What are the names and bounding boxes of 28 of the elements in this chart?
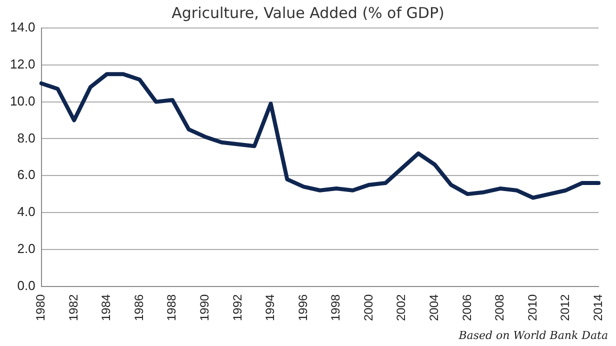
x-tick-label: 2004	[427, 294, 441, 322]
y-tick-label: 4.0	[17, 204, 36, 220]
x-tick-label: 2000	[361, 294, 376, 322]
y-tick-label: 12.0	[10, 56, 36, 72]
text: Based on World Bank Data	[458, 329, 608, 342]
x-tick-label: 1996	[296, 294, 310, 322]
x-tick-label: 2010	[525, 294, 540, 322]
x-tick-label: 1984	[99, 294, 114, 322]
y-tick-label: 8.0	[17, 130, 36, 146]
x-tick-label: 1980	[34, 294, 48, 322]
y-tick-label: 6.0	[17, 167, 36, 182]
x-tick-label: 1982	[66, 294, 80, 322]
x-tick-label: 2008	[492, 294, 507, 322]
x-tick-label: 2002	[394, 294, 408, 322]
y-tick-label: 10.0	[10, 93, 36, 108]
x-tick-label: 1992	[230, 294, 244, 322]
x-tick-label: 1988	[164, 294, 179, 322]
chart-title: Agriculture, Value Added (% of GDP)	[172, 4, 444, 22]
x-tick-label: 2014	[590, 294, 605, 322]
y-tick-label: 14.0	[10, 20, 36, 35]
x-tick-label: 1990	[198, 294, 212, 322]
x-tick-label: 1994	[263, 294, 278, 322]
y-tick-label: 0.0	[17, 278, 36, 293]
x-tick-label: 1998	[328, 294, 343, 322]
x-tick-label: 2006	[460, 294, 474, 322]
y-tick-label: 2.0	[17, 240, 36, 256]
x-tick-label: 1986	[132, 294, 146, 322]
x-tick-label: 2012	[558, 294, 572, 322]
